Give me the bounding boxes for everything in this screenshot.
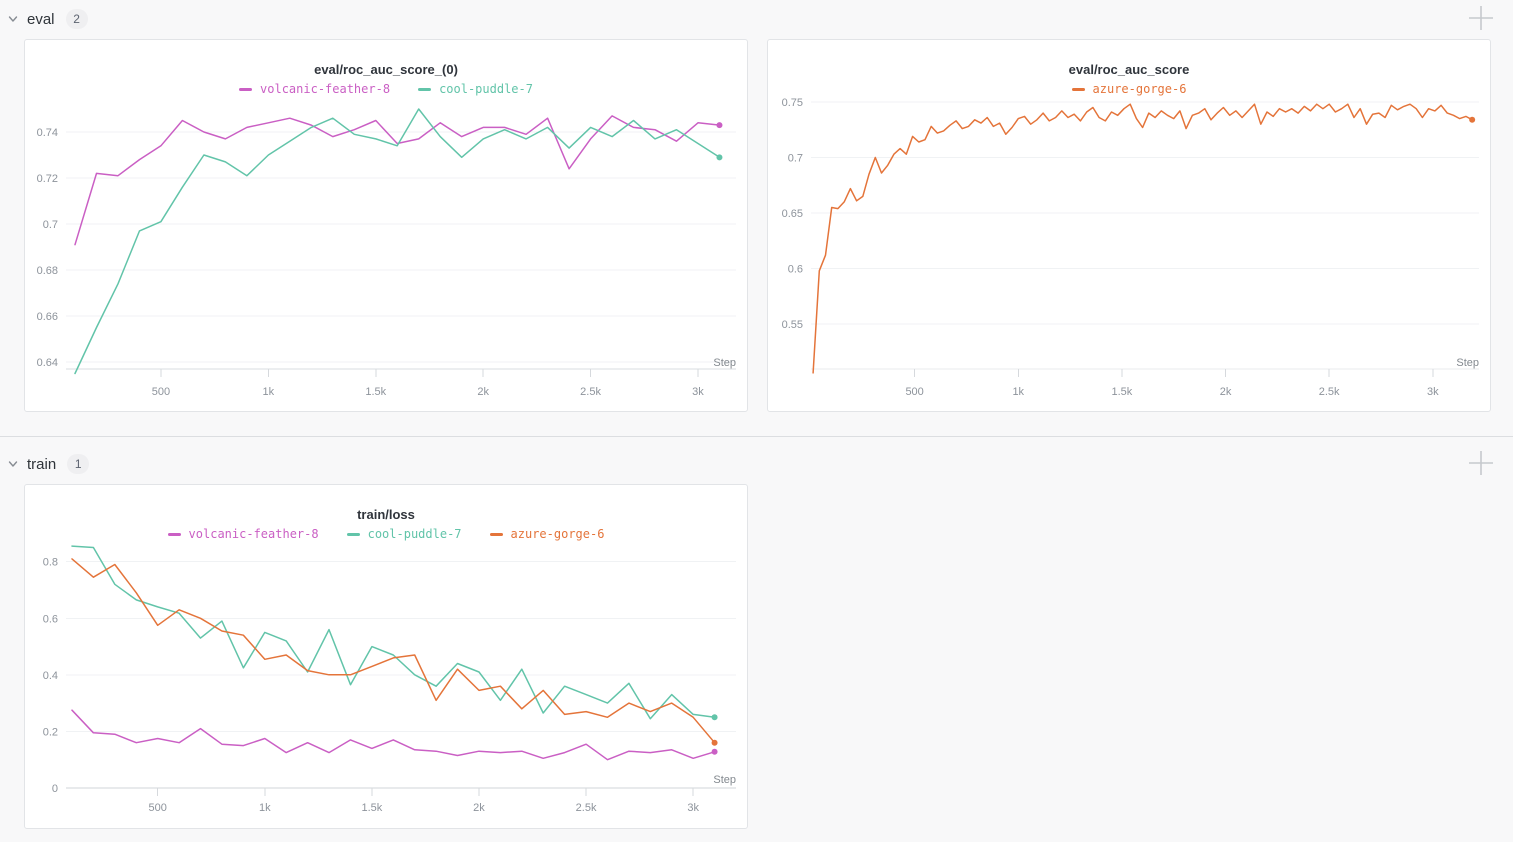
chart-legend: volcanic-feather-8 cool-puddle-7 azure-gor… bbox=[25, 527, 747, 541]
x-axis-title: Step bbox=[713, 774, 736, 786]
chart-plot: 0.8 0.6 0.4 0.2 0 500 1k 1.5k 2k 2.5k 3k Step bbox=[43, 545, 736, 814]
series-end-marker-cool-puddle-7 bbox=[711, 714, 718, 721]
y-tick-label: 0.2 bbox=[43, 726, 58, 738]
x-tick-label: 3k bbox=[1427, 386, 1439, 398]
legend-swatch bbox=[239, 87, 253, 91]
x-tick-label: 1k bbox=[1012, 386, 1024, 398]
chart-plot: 0.75 0.7 0.65 0.6 0.55 500 1k 1.5k 2k 2.5k 3k Step bbox=[782, 97, 1479, 398]
x-tick-label: 1.5k bbox=[361, 802, 382, 814]
chart-title: eval/roc_auc_score_(0) bbox=[314, 62, 458, 77]
chevron-down-icon[interactable] bbox=[6, 12, 20, 26]
y-tick-label: 0.4 bbox=[43, 670, 58, 682]
series-end-marker-azure-gorge-6 bbox=[1469, 116, 1476, 123]
y-tick-label: 0.66 bbox=[37, 311, 58, 323]
legend-run-name: cool-puddle-7 bbox=[367, 527, 462, 541]
chart-panel-roc-auc-score[interactable]: eval/roc_auc_score azure-gorge-6 0.75 0.7… bbox=[767, 39, 1491, 412]
x-tick-label: 500 bbox=[148, 802, 166, 814]
y-tick-label: 0.6 bbox=[43, 613, 58, 625]
legend-item-volcanic-feather-8: volcanic-feather-8 bbox=[239, 82, 390, 96]
panel-count-badge: 2 bbox=[65, 9, 88, 29]
x-tick-label: 2k bbox=[473, 802, 485, 814]
x-tick-label: 1k bbox=[259, 802, 271, 814]
x-tick-label: 500 bbox=[905, 386, 923, 398]
y-tick-label: 0.55 bbox=[782, 319, 803, 331]
series-line-volcanic-feather-8 bbox=[74, 115, 721, 246]
x-tick-label: 2k bbox=[1220, 386, 1232, 398]
section-header-train: train 1 bbox=[0, 449, 1513, 479]
x-tick-label: 2.5k bbox=[1319, 386, 1340, 398]
legend-swatch bbox=[167, 532, 181, 536]
legend-run-name: volcanic-feather-8 bbox=[260, 82, 391, 96]
section-title: eval bbox=[27, 10, 55, 28]
series-line-azure-gorge-6 bbox=[812, 103, 1473, 374]
legend-item-volcanic-feather-8: volcanic-feather-8 bbox=[167, 527, 319, 541]
chart-legend: azure-gorge-6 bbox=[768, 82, 1490, 96]
y-tick-label: 0.7 bbox=[43, 219, 58, 231]
y-tick-label: 0.7 bbox=[788, 153, 803, 165]
y-tick-label: 0.75 bbox=[782, 97, 803, 109]
x-tick-label: 1k bbox=[263, 386, 275, 398]
add-panel-icon[interactable] bbox=[1465, 2, 1497, 34]
series-line-azure-gorge-6 bbox=[71, 558, 716, 744]
legend-swatch bbox=[489, 532, 503, 536]
series-end-marker-volcanic-feather-8 bbox=[716, 122, 723, 129]
chevron-down-icon[interactable] bbox=[6, 457, 20, 471]
y-tick-label: 0.65 bbox=[782, 208, 803, 220]
add-panel-icon[interactable] bbox=[1465, 447, 1497, 479]
legend-run-name: azure-gorge-6 bbox=[1092, 82, 1187, 96]
x-tick-label: 2.5k bbox=[580, 386, 601, 398]
panel-count-badge: 1 bbox=[67, 454, 90, 474]
section-title: train bbox=[27, 455, 57, 473]
series-end-marker-cool-puddle-7 bbox=[716, 154, 723, 161]
section-header-eval: eval 2 bbox=[0, 4, 1513, 34]
legend-run-name: volcanic-feather-8 bbox=[188, 527, 319, 541]
chart-plot: 0.74 0.72 0.7 0.68 0.66 0.64 500 1k 1.5k 2k 2.5k 3k… bbox=[37, 108, 736, 398]
section-eval: eval 2 eval/roc_auc_score_(0) volcanic-f… bbox=[0, 4, 1513, 437]
y-tick-label: 0 bbox=[52, 783, 58, 795]
x-tick-label: 3k bbox=[692, 386, 704, 398]
x-tick-label: 2k bbox=[477, 386, 489, 398]
eval-panel-row: eval/roc_auc_score_(0) volcanic-feather-… bbox=[24, 39, 1513, 412]
legend-swatch bbox=[346, 532, 360, 536]
series-end-marker-azure-gorge-6 bbox=[711, 739, 718, 746]
y-tick-label: 0.74 bbox=[37, 127, 58, 139]
x-tick-label: 500 bbox=[152, 386, 170, 398]
y-tick-label: 0.8 bbox=[43, 557, 58, 569]
legend-item-cool-puddle-7: cool-puddle-7 bbox=[346, 527, 462, 541]
y-tick-label: 0.6 bbox=[788, 264, 803, 276]
legend-run-name: azure-gorge-6 bbox=[510, 527, 605, 541]
chart-title: eval/roc_auc_score bbox=[1068, 62, 1190, 77]
series-line-volcanic-feather-8 bbox=[71, 709, 716, 761]
legend-item-azure-gorge-6: azure-gorge-6 bbox=[1071, 82, 1187, 96]
series-line-cool-puddle-7 bbox=[71, 545, 716, 720]
chart-panel-roc-auc-score-0[interactable]: eval/roc_auc_score_(0) volcanic-feather-… bbox=[24, 39, 748, 412]
legend-item-azure-gorge-6: azure-gorge-6 bbox=[489, 527, 605, 541]
y-tick-label: 0.68 bbox=[37, 265, 58, 277]
x-axis-title: Step bbox=[1456, 357, 1479, 369]
x-tick-label: 1.5k bbox=[365, 386, 386, 398]
legend-run-name: cool-puddle-7 bbox=[439, 82, 533, 96]
series-line-cool-puddle-7 bbox=[74, 108, 721, 375]
legend-item-cool-puddle-7: cool-puddle-7 bbox=[418, 82, 533, 96]
section-train: train 1 train/loss volcanic-feather-8 coo… bbox=[0, 437, 1513, 839]
train-panel-row: train/loss volcanic-feather-8 cool-puddle… bbox=[24, 484, 1513, 829]
series-end-marker-volcanic-feather-8 bbox=[711, 748, 718, 755]
y-tick-label: 0.64 bbox=[37, 357, 58, 369]
legend-swatch bbox=[418, 87, 432, 91]
x-tick-label: 2.5k bbox=[576, 802, 597, 814]
y-tick-label: 0.72 bbox=[37, 173, 58, 185]
x-tick-label: 3k bbox=[687, 802, 699, 814]
x-axis-title: Step bbox=[713, 357, 736, 369]
x-tick-label: 1.5k bbox=[1111, 386, 1132, 398]
legend-swatch bbox=[1071, 87, 1085, 91]
chart-title: train/loss bbox=[357, 507, 415, 522]
chart-panel-train-loss[interactable]: train/loss volcanic-feather-8 cool-puddle… bbox=[24, 484, 748, 829]
chart-legend: volcanic-feather-8 cool-puddle-7 bbox=[25, 82, 747, 96]
